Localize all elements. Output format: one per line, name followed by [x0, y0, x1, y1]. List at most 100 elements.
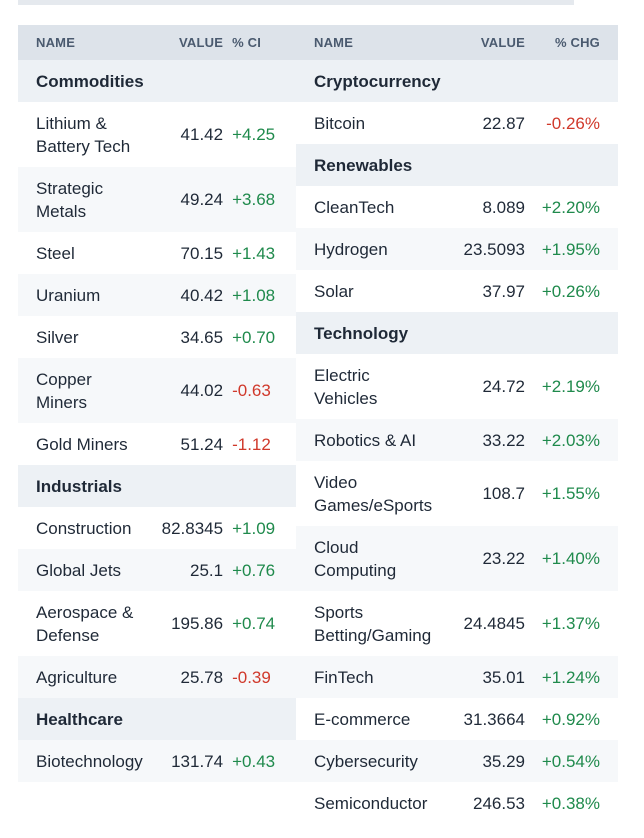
table-row[interactable]: Strategic Metals 49.24 +3.68: [18, 167, 296, 232]
right-performance-table: NAME VALUE % CHG Cryptocurrency Bitcoin 22…: [296, 25, 618, 824]
left-performance-table: NAME VALUE % CI Commodities Lithium & Bat…: [18, 25, 296, 782]
table-row[interactable]: Construction 82.8345 +1.09: [18, 507, 296, 549]
table-row[interactable]: Robotics & AI 33.22 +2.03%: [296, 419, 618, 461]
row-value: 35.01: [482, 667, 525, 687]
table-row[interactable]: Cybersecurity 35.29 +0.54%: [296, 740, 618, 782]
row-name[interactable]: Electric Vehicles: [314, 365, 378, 408]
row-name[interactable]: Silver: [36, 327, 79, 347]
table-row[interactable]: Sports Betting/Gaming 24.4845 +1.37%: [296, 591, 618, 656]
row-name[interactable]: Bitcoin: [314, 113, 366, 133]
row-name[interactable]: CleanTech: [314, 197, 395, 217]
row-value: 25.78: [180, 667, 224, 687]
row-name[interactable]: E-commerce: [314, 709, 411, 729]
table-row[interactable]: Hydrogen 23.5093 +1.95%: [296, 228, 618, 270]
row-change: +1.09: [232, 518, 276, 538]
row-name[interactable]: Strategic Metals: [36, 178, 104, 221]
row-change: +2.03%: [541, 430, 600, 450]
row-change: +0.74: [232, 614, 276, 633]
row-change: +2.19%: [541, 377, 600, 396]
table-row[interactable]: Global Jets 25.1 +0.76: [18, 549, 296, 591]
row-name[interactable]: Steel: [36, 243, 75, 263]
row-name[interactable]: Solar: [314, 281, 354, 301]
table-body: Commodities Lithium & Battery Tech 41.42 +4…: [18, 60, 296, 782]
row-name[interactable]: Construction: [36, 518, 132, 538]
row-change: +0.54%: [541, 751, 600, 771]
row-value: 131.74: [171, 751, 224, 771]
row-value: 35.29: [482, 751, 525, 771]
table-row[interactable]: Electric Vehicles 24.72 +2.19%: [296, 354, 618, 419]
row-name[interactable]: FinTech: [314, 667, 374, 687]
row-value: 8.089: [482, 197, 525, 217]
row-change: +0.70: [232, 327, 276, 347]
name-column-header[interactable]: NAME: [36, 35, 76, 50]
table-row[interactable]: CleanTech 8.089 +2.20%: [296, 186, 618, 228]
row-change: -0.63: [232, 381, 271, 400]
row-value: 44.02: [180, 381, 224, 400]
row-value: 246.53: [473, 793, 525, 813]
row-change: +0.26%: [541, 281, 600, 301]
table-row[interactable]: Silver 34.65 +0.70: [18, 316, 296, 358]
section-header: Industrials: [18, 465, 296, 507]
row-name[interactable]: Cloud Computing: [314, 537, 397, 580]
row-name[interactable]: Gold Miners: [36, 434, 128, 454]
table-row[interactable]: Solar 37.97 +0.26%: [296, 270, 618, 312]
row-change: +1.37%: [541, 614, 600, 633]
table-row[interactable]: Agriculture 25.78 -0.39: [18, 656, 296, 698]
table-row[interactable]: Copper Miners 44.02 -0.63: [18, 358, 296, 423]
table-row[interactable]: Aerospace & Defense 195.86 +0.74: [18, 591, 296, 656]
row-value: 25.1: [190, 560, 224, 580]
change-column-header[interactable]: % CHG: [554, 35, 600, 50]
table-row[interactable]: Semiconductor 246.53 +0.38%: [296, 782, 618, 824]
scroll-track: [18, 0, 574, 5]
section-title: Industrials: [36, 476, 122, 496]
row-value: 108.7: [482, 484, 525, 503]
row-change: +1.24%: [541, 667, 600, 687]
change-column-header[interactable]: % CI: [232, 35, 262, 50]
row-name[interactable]: Aerospace & Defense: [36, 602, 134, 645]
table-header: NAME VALUE % CHG: [296, 25, 618, 60]
row-value: 40.42: [180, 285, 224, 305]
table-row[interactable]: Bitcoin 22.87 -0.26%: [296, 102, 618, 144]
section-header: Commodities: [18, 60, 296, 102]
row-name[interactable]: Semiconductor: [314, 793, 428, 813]
table-row[interactable]: FinTech 35.01 +1.24%: [296, 656, 618, 698]
table-row[interactable]: Video Games/eSports 108.7 +1.55%: [296, 461, 618, 526]
row-name[interactable]: Hydrogen: [314, 239, 388, 259]
row-name[interactable]: Biotechnology: [36, 751, 143, 771]
row-name[interactable]: Sports Betting/Gaming: [314, 602, 432, 645]
row-value: 70.15: [180, 243, 224, 263]
row-name[interactable]: Cybersecurity: [314, 751, 418, 771]
table-header: NAME VALUE % CI: [18, 25, 296, 60]
row-change: +1.95%: [541, 239, 600, 259]
row-change: -0.26%: [546, 113, 600, 133]
row-name[interactable]: Robotics & AI: [314, 430, 417, 450]
table-body: Cryptocurrency Bitcoin 22.87 -0.26% Renewabl…: [296, 60, 618, 824]
row-change: +0.43: [232, 751, 276, 771]
row-name[interactable]: Uranium: [36, 285, 101, 305]
row-change: +1.43: [232, 243, 276, 263]
row-value: 49.24: [180, 190, 224, 209]
section-title: Technology: [314, 323, 409, 343]
section-title: Renewables: [314, 155, 413, 175]
row-name[interactable]: Agriculture: [36, 667, 118, 687]
row-value: 34.65: [180, 327, 224, 347]
section-header: Cryptocurrency: [296, 60, 618, 102]
table-row[interactable]: Gold Miners 51.24 -1.12: [18, 423, 296, 465]
section-header: Technology: [296, 312, 618, 354]
table-row[interactable]: Cloud Computing 23.22 +1.40%: [296, 526, 618, 591]
row-name[interactable]: Lithium & Battery Tech: [36, 113, 131, 156]
value-column-header[interactable]: VALUE: [178, 35, 224, 50]
row-name[interactable]: Video Games/eSports: [314, 472, 433, 515]
name-column-header[interactable]: NAME: [314, 35, 354, 50]
table-row[interactable]: Steel 70.15 +1.43: [18, 232, 296, 274]
row-name[interactable]: Global Jets: [36, 560, 122, 580]
row-change: +3.68: [232, 190, 276, 209]
row-name[interactable]: Copper Miners: [36, 369, 92, 412]
row-value: 23.22: [482, 549, 525, 568]
table-row[interactable]: E-commerce 31.3664 +0.92%: [296, 698, 618, 740]
table-row[interactable]: Uranium 40.42 +1.08: [18, 274, 296, 316]
table-row[interactable]: Biotechnology 131.74 +0.43: [18, 740, 296, 782]
table-row[interactable]: Lithium & Battery Tech 41.42 +4.25: [18, 102, 296, 167]
value-column-header[interactable]: VALUE: [480, 35, 525, 50]
row-change: +0.76: [232, 560, 276, 580]
